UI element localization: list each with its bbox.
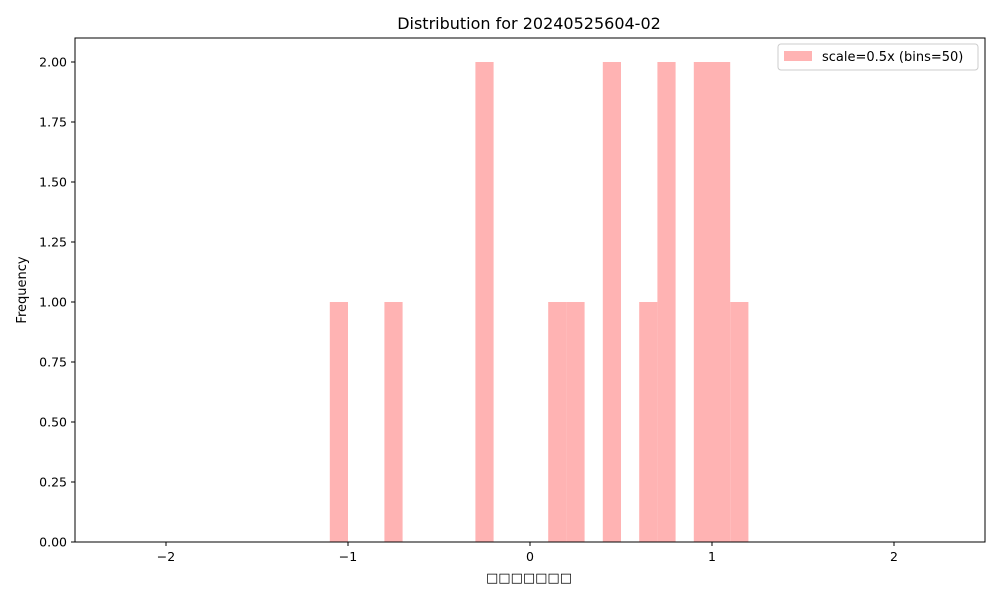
histogram-bar-8 [693,62,712,542]
x-tick-label: −1 [339,549,357,564]
x-tick-label: −2 [157,549,175,564]
y-tick-label: 0.25 [39,475,67,490]
histogram-bar-10 [730,302,749,542]
y-tick-label: 1.25 [39,235,67,250]
histogram-bar-7 [657,62,676,542]
y-tick-label: 1.75 [39,115,67,130]
legend[interactable]: scale=0.5x (bins=50) [777,43,979,71]
chart-title: Distribution for 20240525604-02 [397,14,661,33]
histogram-bar-4 [566,302,585,542]
legend-swatch [784,51,812,61]
histogram-bar-3 [548,302,567,542]
y-tick-label: 0.50 [39,415,67,430]
x-axis-ticks: −2 −1 0 1 2 [157,542,898,564]
histogram-bars [329,62,749,542]
y-tick-label: 0.75 [39,355,67,370]
y-tick-label: 1.00 [39,295,67,310]
y-tick-label: 0.00 [39,535,67,550]
legend-label: scale=0.5x (bins=50) [822,50,963,65]
legend-box [777,43,979,71]
histogram-bar-5 [602,62,621,542]
y-tick-label: 2.00 [39,55,67,70]
histogram-bar-6 [639,302,658,542]
y-tick-label: 1.50 [39,175,67,190]
histogram-bar-1 [384,302,403,542]
x-tick-label: 1 [708,549,716,564]
x-tick-label: 2 [890,549,898,564]
y-axis-ticks: 0.00 0.25 0.50 0.75 1.00 1.25 1.50 1.75 2.00 [39,55,75,550]
y-axis-label: Frequency [15,256,30,323]
x-tick-label: 0 [526,549,534,564]
histogram-bar-0 [329,302,348,542]
plot-frame [74,37,986,543]
histogram-bar-2 [475,62,494,542]
x-axis-label: □□□□□□□ [486,571,572,586]
histogram-bar-9 [712,62,731,542]
